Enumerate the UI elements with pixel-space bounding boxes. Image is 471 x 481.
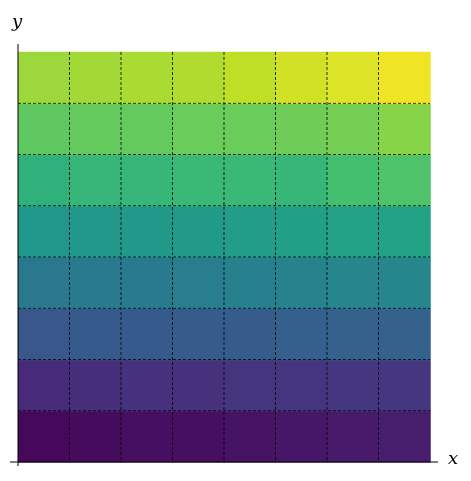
cell: [69, 410, 122, 463]
cell: [17, 308, 71, 361]
cell: [120, 359, 174, 412]
cell: [69, 154, 122, 207]
cell: [326, 256, 380, 309]
cell: [326, 154, 380, 207]
cell: [326, 410, 380, 463]
cell: [120, 410, 174, 463]
cell: [172, 154, 225, 207]
cell: [17, 154, 71, 207]
cell: [275, 103, 328, 156]
cell: [326, 359, 380, 412]
cell: [17, 256, 71, 309]
cell: [326, 205, 380, 258]
cell: [120, 103, 174, 156]
cell: [172, 51, 225, 104]
cell: [275, 410, 328, 463]
cell: [378, 103, 431, 156]
cell: [120, 308, 174, 361]
cell: [172, 205, 225, 258]
cell: [69, 103, 122, 156]
grid: [18, 52, 430, 462]
cell: [17, 410, 71, 463]
cell: [326, 51, 380, 104]
cell: [378, 154, 431, 207]
cell: [120, 154, 174, 207]
cell: [69, 205, 122, 258]
cell: [17, 205, 71, 258]
cell: [172, 103, 225, 156]
cell: [17, 51, 71, 104]
plot-area: [17, 51, 431, 463]
cell: [172, 308, 225, 361]
cell: [326, 103, 380, 156]
cell: [223, 205, 277, 258]
cell: [223, 410, 277, 463]
cell: [17, 359, 71, 412]
cell: [275, 359, 328, 412]
cell: [69, 51, 122, 104]
cell: [69, 359, 122, 412]
cell: [275, 154, 328, 207]
cell: [378, 359, 431, 412]
cell: [172, 359, 225, 412]
cell: [378, 410, 431, 463]
cell: [223, 308, 277, 361]
cell: [223, 154, 277, 207]
cell: [120, 205, 174, 258]
cell: [172, 256, 225, 309]
cell: [223, 256, 277, 309]
cell: [378, 205, 431, 258]
cell: [378, 51, 431, 104]
cell: [275, 308, 328, 361]
cell: [275, 51, 328, 104]
cell: [223, 359, 277, 412]
cell: [223, 103, 277, 156]
cell: [378, 256, 431, 309]
cell: [378, 308, 431, 361]
cell: [69, 256, 122, 309]
y-axis-label: y: [11, 11, 23, 32]
cell: [275, 256, 328, 309]
cell: [172, 410, 225, 463]
cell: [326, 308, 380, 361]
x-axis-label: x: [448, 448, 458, 469]
cell: [69, 308, 122, 361]
cell: [17, 103, 71, 156]
cell: [120, 51, 174, 104]
cell: [275, 205, 328, 258]
cell: [223, 51, 277, 104]
cell: [120, 256, 174, 309]
